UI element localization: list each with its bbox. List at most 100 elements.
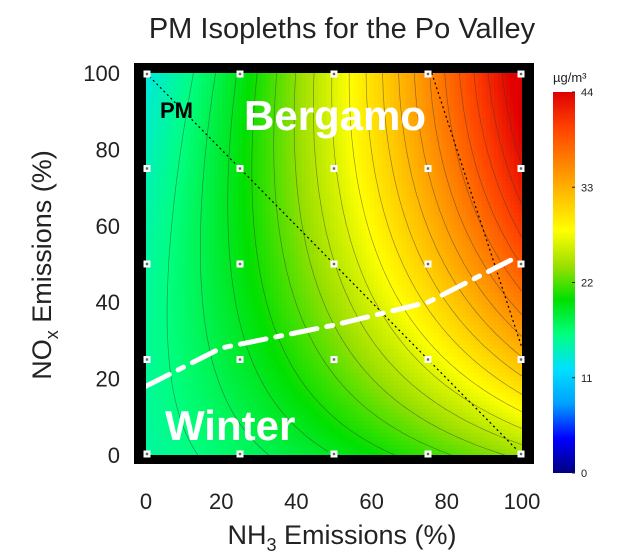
heatmap-cell [210, 429, 215, 434]
heatmap-cell [154, 357, 159, 362]
heatmap-cell [150, 97, 155, 102]
heatmap-cell [158, 413, 163, 418]
heatmap-cell [202, 345, 207, 350]
heatmap-cell [210, 157, 215, 162]
heatmap-cell [350, 249, 355, 254]
heatmap-cell [146, 301, 151, 306]
heatmap-cell [166, 257, 171, 262]
heatmap-cell [218, 405, 223, 410]
heatmap-cell [162, 205, 167, 210]
heatmap-cell [322, 305, 327, 310]
heatmap-cell [246, 93, 251, 98]
heatmap-cell [222, 93, 227, 98]
heatmap-cell [234, 385, 239, 390]
heatmap-cell [294, 129, 299, 134]
heatmap-cell [306, 261, 311, 266]
heatmap-cell [250, 429, 255, 434]
heatmap-cell [166, 129, 171, 134]
heatmap-cell [206, 213, 211, 218]
heatmap-cell [306, 425, 311, 430]
heatmap-cell [182, 149, 187, 154]
heatmap-cell [190, 89, 195, 94]
heatmap-cell [222, 321, 227, 326]
heatmap-cell [214, 317, 219, 322]
heatmap-cell [154, 365, 159, 370]
heatmap-cell [350, 377, 355, 382]
heatmap-cell [250, 257, 255, 262]
heatmap-cell [246, 357, 251, 362]
heatmap-cell [174, 445, 179, 450]
heatmap-cell [342, 201, 347, 206]
heatmap-cell [146, 109, 151, 114]
heatmap-cell [338, 429, 343, 434]
heatmap-cell [230, 233, 235, 238]
heatmap-cell [298, 77, 303, 82]
heatmap-cell [170, 421, 175, 426]
heatmap-cell [338, 97, 343, 102]
heatmap-cell [250, 237, 255, 242]
heatmap-cell [190, 277, 195, 282]
heatmap-cell [166, 337, 171, 342]
heatmap-cell [338, 121, 343, 126]
heatmap-cell [250, 121, 255, 126]
heatmap-cell [274, 141, 279, 146]
heatmap-cell [310, 297, 315, 302]
heatmap-cell [158, 393, 163, 398]
heatmap-cell [338, 213, 343, 218]
heatmap-cell [210, 421, 215, 426]
heatmap-cell [282, 125, 287, 130]
heatmap-cell [266, 253, 271, 258]
heatmap-cell [230, 377, 235, 382]
heatmap-cell [190, 365, 195, 370]
heatmap-cell [218, 205, 223, 210]
heatmap-cell [286, 105, 291, 110]
heatmap-cell [290, 261, 295, 266]
heatmap-cell [174, 349, 179, 354]
heatmap-cell [206, 181, 211, 186]
heatmap-cell [338, 405, 343, 410]
heatmap-cell [338, 365, 343, 370]
heatmap-cell [174, 165, 179, 170]
heatmap-cell [170, 269, 175, 274]
heatmap-cell [302, 309, 307, 314]
heatmap-cell [210, 249, 215, 254]
heatmap-cell [278, 245, 283, 250]
heatmap-cell [330, 149, 335, 154]
heatmap-cell [166, 173, 171, 178]
heatmap-cell [318, 97, 323, 102]
heatmap-cell [238, 125, 243, 130]
heatmap-cell [194, 317, 199, 322]
heatmap-cell [234, 177, 239, 182]
heatmap-cell [342, 409, 347, 414]
heatmap-cell [338, 317, 343, 322]
heatmap-cell [270, 213, 275, 218]
heatmap-cell [198, 213, 203, 218]
heatmap-cell [222, 209, 227, 214]
heatmap-cell [242, 73, 247, 78]
heatmap-cell [218, 161, 223, 166]
heatmap-cell [222, 281, 227, 286]
heatmap-cell [310, 385, 315, 390]
heatmap-cell [282, 277, 287, 282]
heatmap-cell [190, 161, 195, 166]
heatmap-cell [306, 93, 311, 98]
heatmap-cell [190, 113, 195, 118]
heatmap-cell [202, 145, 207, 150]
heatmap-cell [190, 141, 195, 146]
heatmap-cell [254, 201, 259, 206]
heatmap-cell [330, 285, 335, 290]
heatmap-cell [178, 273, 183, 278]
heatmap-cell [190, 369, 195, 374]
heatmap-cell [270, 281, 275, 286]
heatmap-cell [274, 157, 279, 162]
heatmap-cell [174, 345, 179, 350]
heatmap-cell [150, 285, 155, 290]
heatmap-cell [306, 397, 311, 402]
heatmap-cell [342, 421, 347, 426]
heatmap-cell [238, 401, 243, 406]
heatmap-cell [202, 341, 207, 346]
heatmap-cell [278, 89, 283, 94]
heatmap-cell [226, 73, 231, 78]
heatmap-cell [242, 305, 247, 310]
heatmap-cell [150, 133, 155, 138]
